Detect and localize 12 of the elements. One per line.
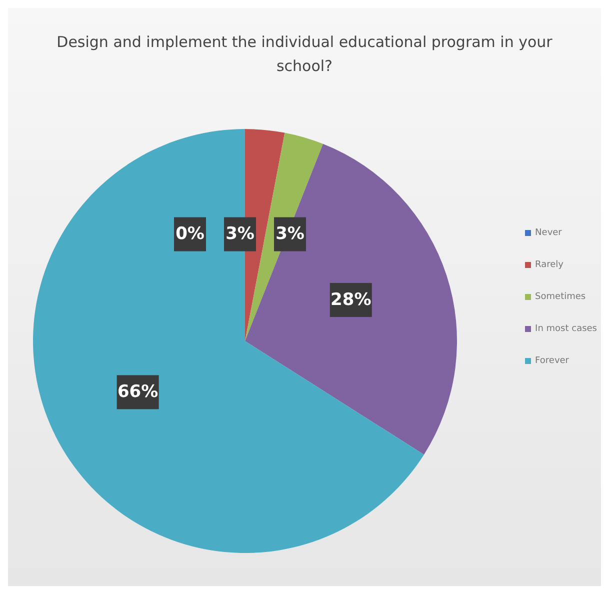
data-label: 3% xyxy=(276,224,304,244)
data-label: 66% xyxy=(117,382,158,402)
chart-title: Design and implement the individual educational program in your school? xyxy=(56,32,554,77)
legend-label: Rarely xyxy=(535,260,564,270)
text: 0% xyxy=(176,224,204,244)
data-label: 3% xyxy=(226,224,254,244)
legend-label: Forever xyxy=(535,356,570,366)
pie-slice xyxy=(33,129,424,553)
legend-label: Sometimes xyxy=(535,292,586,302)
legend-label: Never xyxy=(535,228,562,238)
data-label: 28% xyxy=(330,290,372,310)
legend-label: In most cases xyxy=(535,324,597,334)
